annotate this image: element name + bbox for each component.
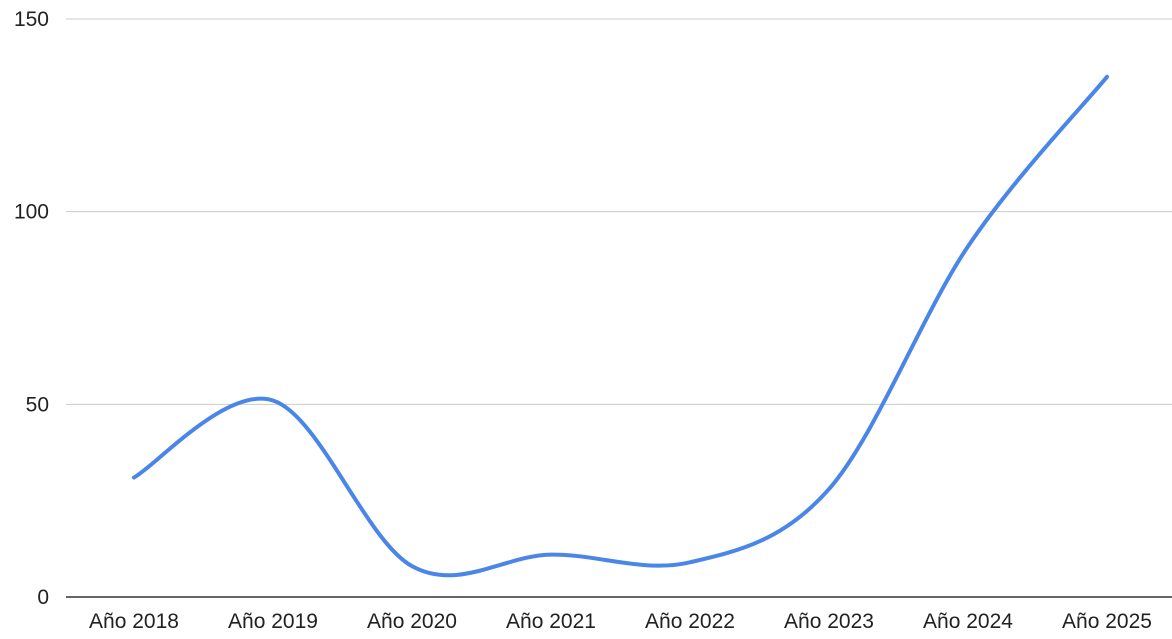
- y-tick-label: 100: [14, 201, 49, 224]
- series-line: [132, 74, 1109, 578]
- y-tick-label: 0: [37, 586, 49, 609]
- x-tick-label: Año 2020: [367, 610, 457, 633]
- series-layer: [132, 74, 1109, 578]
- y-tick-label: 50: [26, 393, 49, 416]
- y-tick-label: 150: [14, 8, 49, 31]
- x-tick-label: Año 2025: [1062, 610, 1152, 633]
- x-tick-label: Año 2022: [645, 610, 735, 633]
- x-tick-label: Año 2019: [228, 610, 318, 633]
- x-tick-label: Año 2023: [784, 610, 874, 633]
- x-tick-label: Año 2024: [923, 610, 1013, 633]
- gridlines: [66, 18, 1172, 598]
- y-axis-labels: 0 50 100 150: [14, 8, 49, 609]
- x-tick-label: Año 2018: [89, 610, 179, 633]
- x-tick-label: Año 2021: [506, 610, 596, 633]
- x-axis-labels: Año 2018 Año 2019 Año 2020 Año 2021 Año 2022…: [89, 610, 1152, 633]
